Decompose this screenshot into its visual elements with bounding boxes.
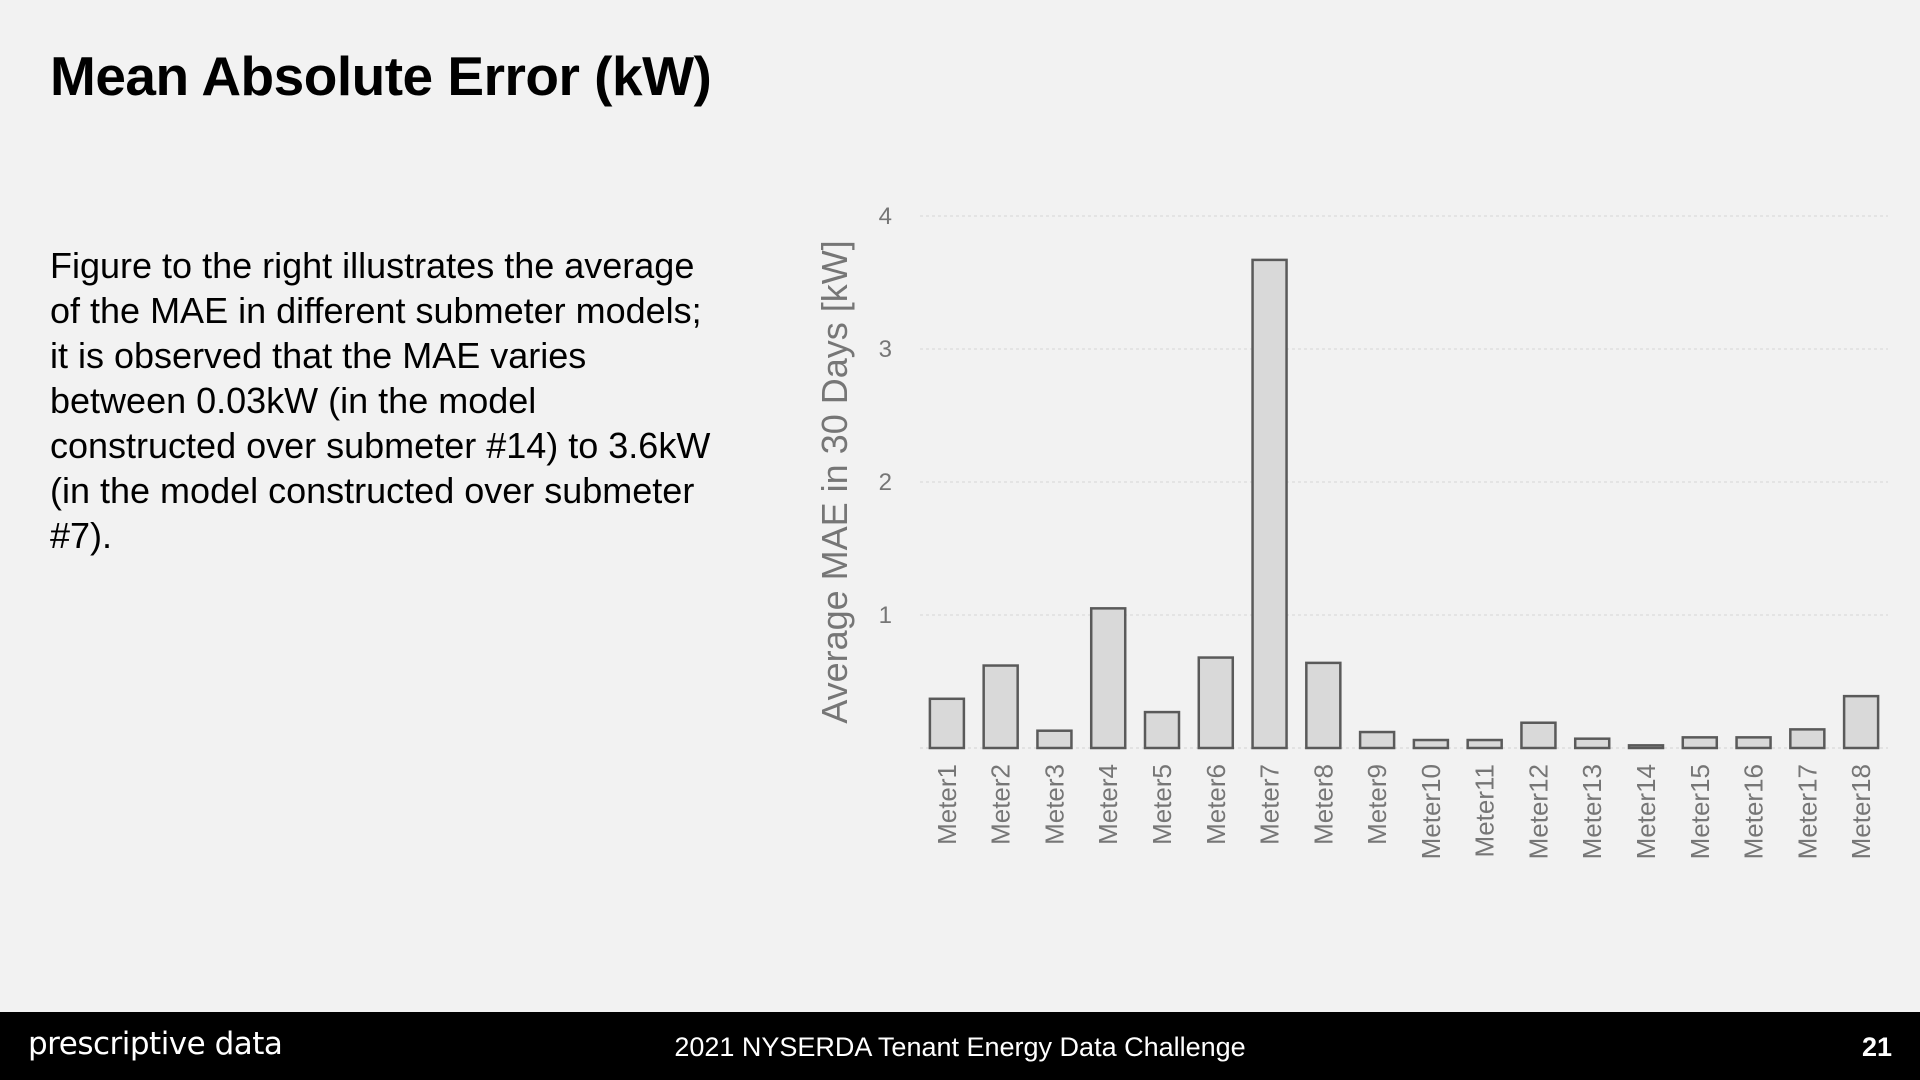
event-title: 2021 NYSERDA Tenant Energy Data Challeng…: [674, 1032, 1246, 1062]
bar: [1251, 258, 1288, 750]
bar: [1789, 728, 1826, 750]
x-tick-label: Meter1: [932, 764, 962, 845]
description-line: it is observed that the MAE varies: [50, 335, 587, 376]
bar: [1412, 738, 1450, 750]
x-tick-label: Meter11: [1470, 764, 1500, 857]
description-line: between 0.03kW (in the model: [50, 380, 537, 421]
slide-title: Mean Absolute Error (kW): [50, 45, 712, 107]
x-tick-label: Meter13: [1577, 764, 1607, 859]
y-axis-label: Average MAE in 30 Days [kW]: [814, 240, 855, 724]
mae-bar-chart: 1 2 3 4 Average MAE in 30 Days [kW] Meter1 Met…: [814, 203, 1888, 859]
page-number: 21: [1861, 1032, 1892, 1062]
x-tick-label: Meter12: [1523, 764, 1553, 859]
description-text: Figure to the right illustrates the aver…: [50, 243, 770, 558]
y-tick-label: 3: [879, 336, 892, 363]
x-tick-label: Meter16: [1739, 764, 1769, 859]
x-tick-label: Meter10: [1416, 764, 1446, 859]
x-tick-label: Meter14: [1631, 764, 1661, 859]
x-tick-label: Meter5: [1147, 764, 1177, 845]
x-tick-label: Meter8: [1308, 764, 1338, 845]
x-tick-label: Meter15: [1685, 764, 1715, 859]
x-tick-label: Meter4: [1093, 764, 1123, 845]
company-logo: prescriptive data: [28, 1026, 283, 1062]
bar: [1681, 736, 1719, 750]
bar: [928, 697, 966, 750]
bar: [1358, 730, 1396, 750]
bar: [1197, 656, 1235, 750]
x-tick-label: Meter9: [1362, 764, 1392, 845]
x-tick-label: Meter18: [1846, 764, 1876, 859]
x-tick-label: Meter2: [986, 764, 1016, 845]
x-tick-label: Meter7: [1255, 764, 1285, 845]
y-tick-label: 2: [879, 469, 892, 496]
bar: [1627, 744, 1665, 750]
x-tick-label: Meter17: [1792, 764, 1822, 859]
footer-bar: prescriptive data 2021 NYSERDA Tenant En…: [0, 1012, 1920, 1080]
description-line: of the MAE in different submeter models;: [50, 290, 702, 331]
description-line: (in the model constructed over submeter: [50, 470, 695, 511]
description-line: Figure to the right illustrates the aver…: [50, 245, 695, 286]
description-line: constructed over submeter #14) to 3.6kW: [50, 425, 711, 466]
bar: [1305, 661, 1342, 750]
bar: [1036, 729, 1073, 750]
bar: [1143, 710, 1181, 750]
bar: [1735, 736, 1772, 750]
bar: [1466, 738, 1503, 750]
x-tick-label: Meter3: [1039, 764, 1069, 845]
x-tick-label: Meter6: [1201, 764, 1231, 845]
y-tick-label: 1: [879, 602, 892, 629]
bar: [982, 664, 1019, 750]
bar: [1089, 607, 1127, 750]
description-line: #7).: [50, 515, 113, 556]
y-tick-label: 4: [879, 203, 892, 230]
bar: [1520, 721, 1557, 750]
bar: [1842, 694, 1880, 750]
bar: [1573, 737, 1611, 750]
